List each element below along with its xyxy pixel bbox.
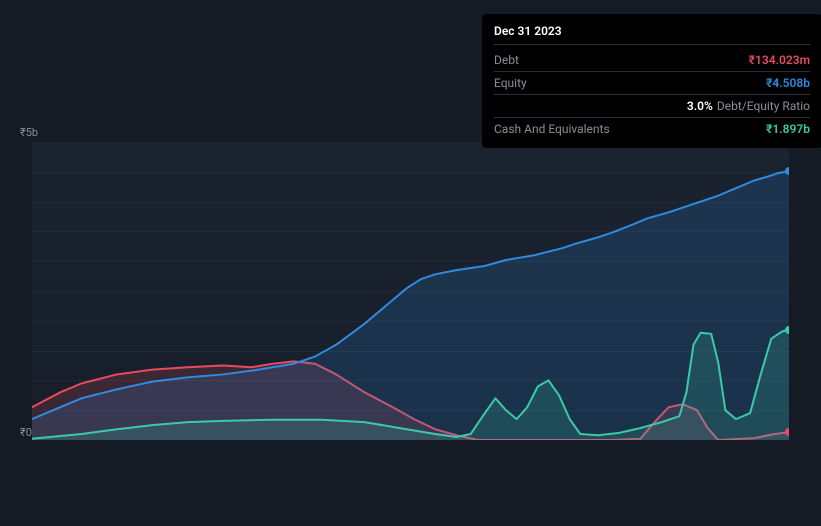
tooltip-row-value: 3.0%Debt/Equity Ratio: [687, 97, 810, 115]
tooltip-row-value: ₹134.023m: [749, 51, 810, 69]
tooltip-row: 3.0%Debt/Equity Ratio: [494, 95, 810, 118]
y-axis-label-bottom: ₹0: [20, 426, 32, 439]
chart-container: Dec 31 2023 Debt₹134.023mEquity₹4.508b3.…: [16, 0, 805, 526]
chart-tooltip: Dec 31 2023 Debt ₹134.023m Equity ₹4.508b 3.…: [482, 14, 821, 148]
tooltip-date: Dec 31 2023: [494, 22, 810, 45]
grid-line: [32, 231, 789, 232]
series-area-equity: [32, 171, 789, 440]
series-end-marker: [785, 326, 789, 334]
tooltip-row-value: ₹1.897b: [766, 120, 810, 138]
tooltip-row-label: Cash And Equivalents: [494, 120, 610, 138]
grid-line: [32, 261, 789, 262]
tooltip-row: Cash And Equivalents ₹1.897b: [494, 118, 810, 140]
tooltip-row-label: Debt: [494, 51, 519, 69]
grid-line: [32, 410, 789, 411]
grid-line: [32, 351, 789, 352]
tooltip-row: Debt ₹134.023m: [494, 49, 810, 72]
tooltip-row: Equity ₹4.508b: [494, 72, 810, 95]
grid-line: [32, 321, 789, 322]
grid-line: [32, 202, 789, 203]
chart-plot-area[interactable]: 2014201520162017201820192020202120222023…: [32, 142, 789, 440]
tooltip-row-label: Equity: [494, 74, 527, 92]
grid-line: [32, 172, 789, 173]
series-end-marker: [785, 167, 789, 175]
grid-line: [32, 380, 789, 381]
y-axis-label-top: ₹5b: [20, 126, 38, 139]
grid-line: [32, 291, 789, 292]
tooltip-row-value: ₹4.508b: [766, 74, 810, 92]
series-end-marker: [785, 428, 789, 436]
